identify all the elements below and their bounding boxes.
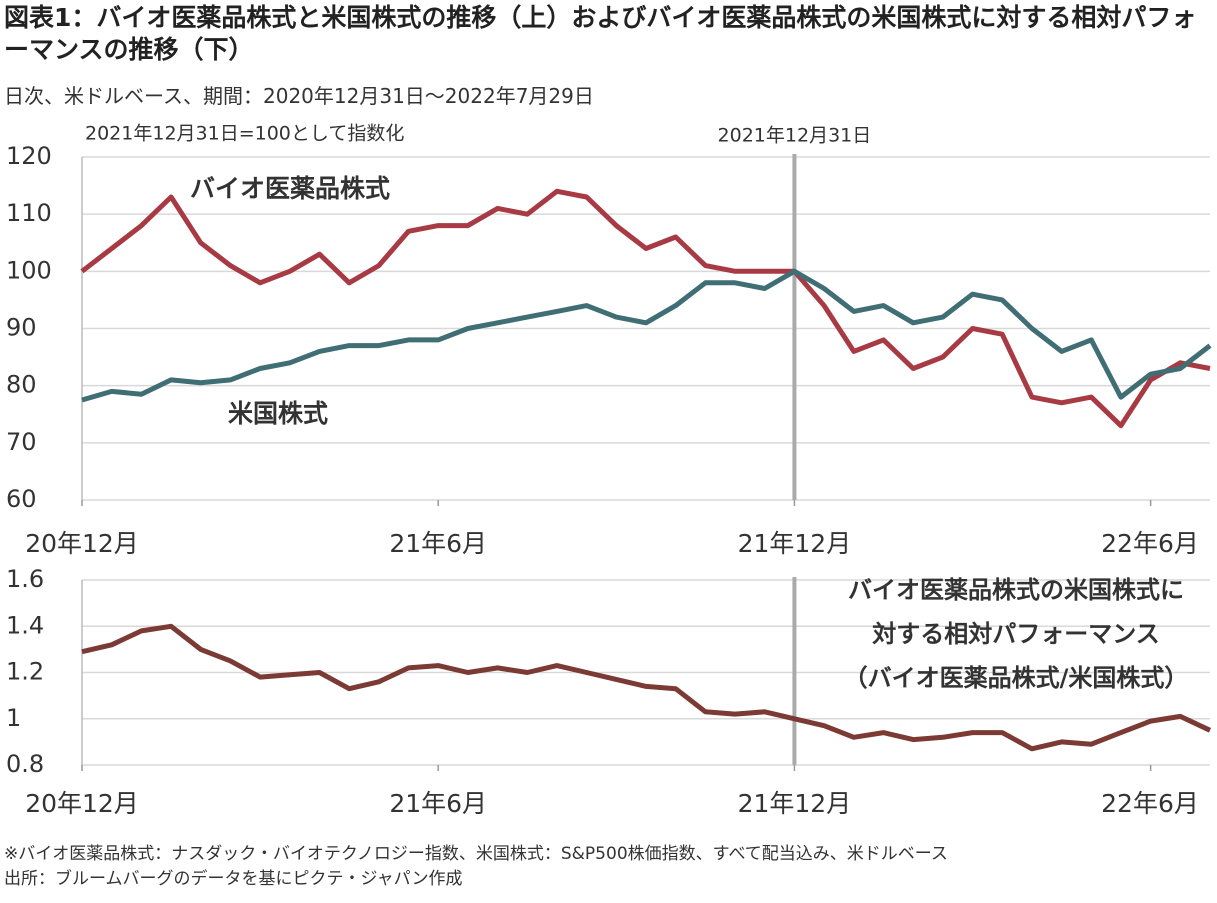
subtitle: 日次、米ドルベース、期間：2020年12月31日～2022年7月29日 — [4, 84, 594, 108]
x-tick-label: 20年12月 — [25, 529, 139, 558]
y-tick-label: 90 — [6, 314, 37, 342]
y-tick-label: 100 — [6, 256, 52, 284]
notes: ※バイオ医薬品株式：ナスダック・バイオテクノロジー指数、米国株式：S&P500株… — [4, 842, 948, 892]
series-line — [81, 623, 1212, 752]
series-label: 米国株式 — [228, 399, 328, 428]
x-tick-label: 22年6月 — [1101, 789, 1199, 818]
x-tick-label: 21年6月 — [389, 529, 487, 558]
y-tick-label: 1.6 — [6, 565, 44, 593]
x-tick-label: 20年12月 — [25, 789, 139, 818]
title: 図表1：バイオ医薬品株式と米国株式の推移（上）およびバイオ医薬品株式の米国株式に… — [4, 3, 1197, 64]
y-tick-label: 60 — [6, 485, 37, 513]
y-tick-label: 1.2 — [6, 658, 44, 686]
series-line — [80, 188, 1211, 429]
note: ※バイオ医薬品株式：ナスダック・バイオテクノロジー指数、米国株式：S&P500株… — [4, 844, 948, 864]
x-tick-label: 21年12月 — [738, 789, 852, 818]
y-tick-label: 70 — [6, 428, 37, 456]
x-tick-label: 22年6月 — [1101, 529, 1199, 558]
y-tick-label: 80 — [6, 371, 37, 399]
reference-label: 2021年12月31日 — [718, 125, 872, 147]
y-tick-label: 0.8 — [6, 750, 44, 778]
y-tick-label: 1.4 — [6, 611, 44, 639]
y-tick-label: 1 — [6, 704, 21, 732]
x-tick-label: 21年12月 — [738, 529, 852, 558]
series-label: バイオ医薬品株式 — [190, 174, 390, 203]
y-tick-label: 110 — [6, 199, 52, 227]
annotation: （バイオ医薬品株式/米国株式） — [844, 664, 1189, 692]
x-tick-label: 21年6月 — [389, 789, 487, 818]
annotation: 2021年12月31日=100として指数化 — [85, 123, 404, 145]
y-tick-label: 120 — [6, 142, 52, 170]
annotation: バイオ医薬品株式の米国株式に — [848, 576, 1184, 604]
annotation: 対する相対パフォーマンス — [872, 620, 1160, 648]
note: 出所：ブルームバーグのデータを基にピクテ・ジャパン作成 — [4, 869, 463, 889]
series-line — [81, 268, 1212, 403]
